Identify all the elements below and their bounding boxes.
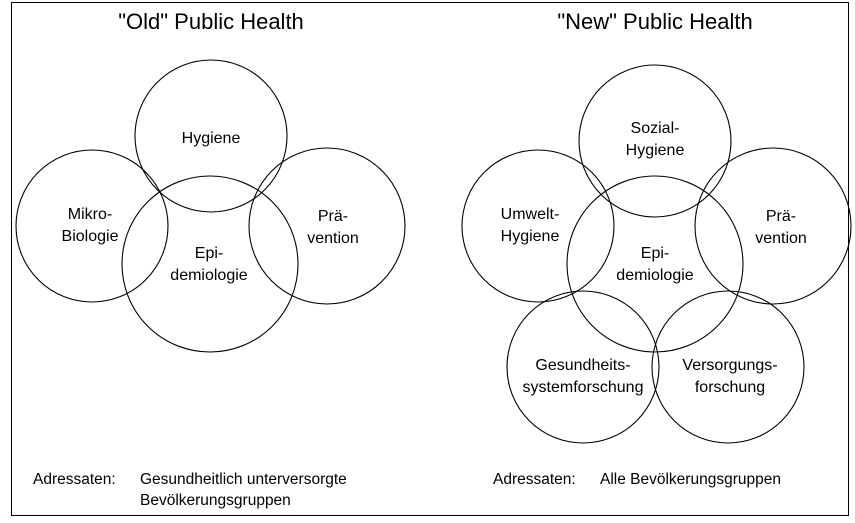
- new-sozialhygiene-circle: [578, 64, 732, 218]
- new-title: "New" Public Health: [557, 9, 752, 34]
- old-mikrobiologie-label-2: Biologie: [62, 228, 119, 245]
- new-umwelthygiene-label-2: Hygiene: [501, 228, 560, 245]
- new-versorgungsforschung-label-1: Versorgungs-: [682, 357, 777, 374]
- new-gesundheitssystemforschung-label-1: Gesundheits-: [535, 357, 630, 374]
- new-praevention-label-1: Prä-: [766, 208, 796, 225]
- new-epidemiologie-label-2: demiologie: [616, 267, 693, 284]
- old-epidemiologie-label-2: demiologie: [170, 267, 247, 284]
- diagram-frame: [11, 2, 849, 516]
- new-epidemiologie-circle: [566, 175, 744, 353]
- old-title: "Old" Public Health: [118, 9, 304, 34]
- new-gesundheitssystemforschung-circle: [506, 290, 660, 444]
- new-footer-label: Adressaten:: [493, 471, 576, 488]
- old-epidemiologie-circle: [121, 175, 299, 353]
- new-sozialhygiene-label-2: Hygiene: [626, 142, 685, 159]
- old-epidemiologie-label-1: Epi-: [195, 245, 223, 262]
- new-praevention-label-2: vention: [755, 230, 807, 247]
- new-versorgungsforschung-circle: [651, 290, 805, 444]
- old-mikrobiologie-circle: [15, 149, 169, 303]
- old-praevention-label-1: Prä-: [318, 208, 348, 225]
- old-praevention-label-2: vention: [307, 230, 359, 247]
- old-mikrobiologie-label-1: Mikro-: [68, 206, 112, 223]
- old-hygiene-label: Hygiene: [182, 130, 241, 147]
- old-footer-label: Adressaten:: [33, 471, 116, 488]
- new-praevention-circle: [694, 147, 852, 305]
- new-gesundheitssystemforschung-label-2: systemforschung: [523, 379, 644, 396]
- new-versorgungsforschung-label-2: forschung: [695, 379, 765, 396]
- new-umwelthygiene-label-1: Umwelt-: [501, 206, 560, 223]
- old-hygiene-circle: [134, 59, 288, 213]
- old-footer-line-2: Bevölkerungsgruppen: [140, 492, 291, 509]
- new-epidemiologie-label-1: Epi-: [641, 245, 669, 262]
- new-footer-line-1: Alle Bevölkerungsgruppen: [600, 471, 781, 488]
- new-sozialhygiene-label-1: Sozial-: [631, 120, 680, 137]
- old-footer-line-1: Gesundheitlich unterversorgte: [140, 471, 347, 488]
- old-praevention-circle: [248, 147, 406, 305]
- new-umwelthygiene-circle: [461, 149, 615, 303]
